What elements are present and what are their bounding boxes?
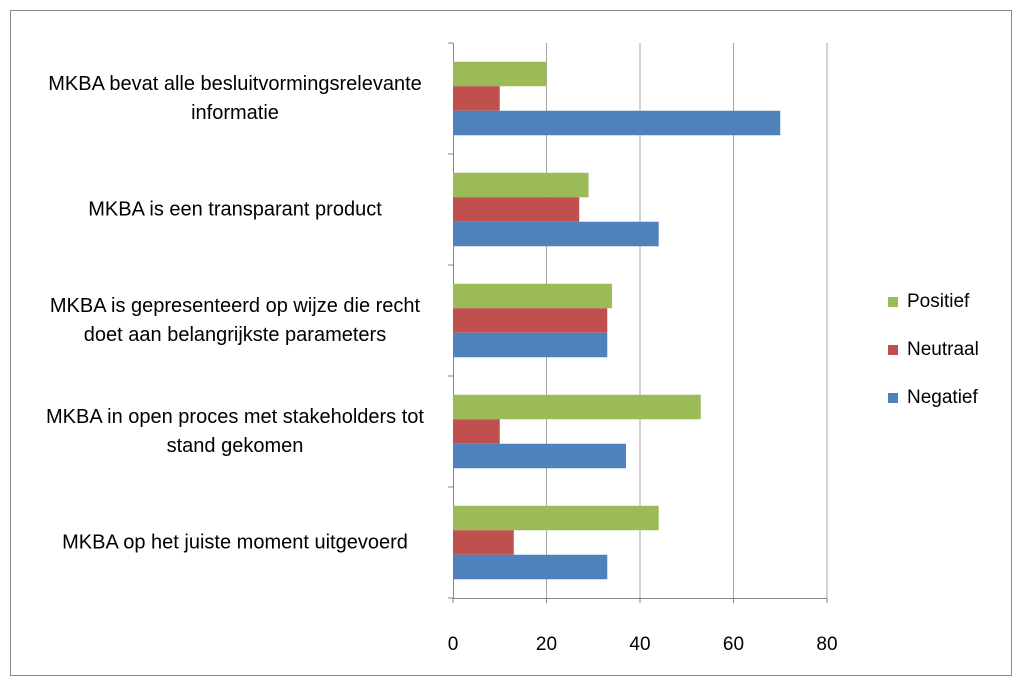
bar (453, 554, 608, 580)
bar (453, 197, 580, 222)
bar (453, 61, 547, 87)
legend-swatch (888, 393, 898, 403)
legend-label: Neutraal (907, 339, 979, 360)
y-tick-label: MKBA in open proces met stakeholders tot… (46, 405, 424, 457)
bar (453, 394, 701, 420)
bar (453, 530, 514, 555)
bar (453, 419, 500, 444)
legend-swatch (888, 297, 898, 307)
x-tick-label: 20 (536, 634, 557, 655)
bar (453, 221, 659, 247)
bar (453, 283, 612, 309)
bar (453, 443, 626, 469)
x-tick-label: 40 (629, 634, 650, 655)
x-tick-label: 80 (816, 634, 837, 655)
bar (453, 332, 608, 358)
x-tick-label: 60 (723, 634, 744, 655)
legend-label: Negatief (907, 387, 978, 408)
bar (453, 308, 608, 333)
bar (453, 86, 500, 111)
legend-swatch (888, 345, 898, 355)
y-tick-label: MKBA is een transparant product (88, 198, 382, 220)
y-tick-label: MKBA op het juiste moment uitgevoerd (62, 531, 408, 553)
x-tick-label: 0 (448, 634, 459, 655)
y-tick-label: MKBA is gepresenteerd op wijze die recht… (49, 294, 421, 346)
y-tick-label: MKBA bevat alle besluitvormingsrelevante… (48, 72, 422, 124)
bar (453, 172, 589, 198)
bar (453, 505, 659, 531)
legend-label: Positief (907, 291, 970, 312)
bar (453, 110, 781, 136)
